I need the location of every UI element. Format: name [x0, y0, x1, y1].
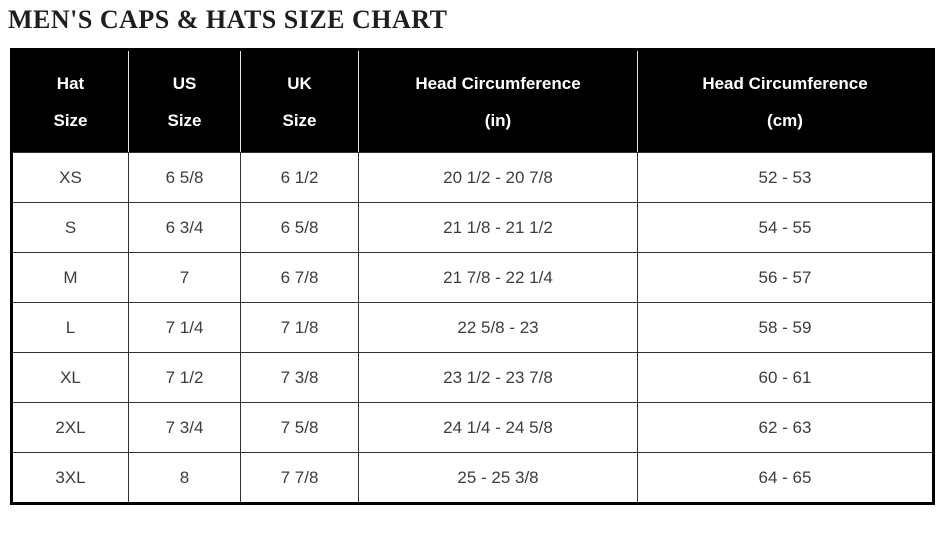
table-cell-us-size: 8 — [128, 452, 241, 504]
table-row: 2XL 7 3/4 7 5/8 24 1/4 - 24 5/8 62 - 63 — [11, 402, 934, 453]
header-cell-circumference-in: Head Circumference (in) — [358, 49, 638, 153]
header-line: (in) — [484, 110, 512, 130]
header-line: US — [172, 73, 197, 93]
header-line: (cm) — [767, 110, 803, 130]
size-chart-table: Hat Size US Size UK Size Head Circumfere… — [10, 48, 935, 505]
header-line: Size — [167, 110, 202, 130]
table-cell-us-size: 7 — [128, 252, 241, 303]
header-cell-hat-size: Hat Size — [11, 49, 129, 153]
table-row: M 7 6 7/8 21 7/8 - 22 1/4 56 - 57 — [11, 252, 934, 303]
table-row: S 6 3/4 6 5/8 21 1/8 - 21 1/2 54 - 55 — [11, 202, 934, 253]
header-line: Head Circumference — [415, 73, 581, 93]
table-cell-circumference-cm: 64 - 65 — [637, 452, 934, 504]
table-cell-hat-size: 2XL — [11, 402, 129, 453]
table-cell-uk-size: 7 1/8 — [240, 302, 359, 353]
table-cell-circumference-cm: 60 - 61 — [637, 352, 934, 403]
header-cell-uk-size: UK Size — [240, 49, 359, 153]
header-line: Size — [53, 110, 88, 130]
table-cell-uk-size: 7 3/8 — [240, 352, 359, 403]
header-line: Head Circumference — [702, 73, 868, 93]
table-cell-us-size: 6 3/4 — [128, 202, 241, 253]
table-row: L 7 1/4 7 1/8 22 5/8 - 23 58 - 59 — [11, 302, 934, 353]
table-cell-circumference-in: 24 1/4 - 24 5/8 — [358, 402, 638, 453]
page-title: MEN'S CAPS & HATS SIZE CHART — [8, 5, 448, 34]
table-row: 3XL 8 7 7/8 25 - 25 3/8 64 - 65 — [11, 452, 934, 504]
table-cell-circumference-in: 22 5/8 - 23 — [358, 302, 638, 353]
table-cell-circumference-in: 21 1/8 - 21 1/2 — [358, 202, 638, 253]
table-cell-circumference-cm: 58 - 59 — [637, 302, 934, 353]
table-cell-hat-size: 3XL — [11, 452, 129, 504]
table-header-row: Hat Size US Size UK Size Head Circumfere… — [11, 49, 934, 153]
table-row: XS 6 5/8 6 1/2 20 1/2 - 20 7/8 52 - 53 — [11, 152, 934, 203]
table-cell-circumference-cm: 54 - 55 — [637, 202, 934, 253]
header-line: UK — [287, 73, 312, 93]
table-cell-hat-size: XS — [11, 152, 129, 203]
table-cell-uk-size: 6 7/8 — [240, 252, 359, 303]
table-cell-uk-size: 7 7/8 — [240, 452, 359, 504]
table-cell-us-size: 7 1/4 — [128, 302, 241, 353]
header-cell-us-size: US Size — [128, 49, 241, 153]
header-line: Hat — [56, 73, 85, 93]
table-cell-us-size: 7 3/4 — [128, 402, 241, 453]
table-cell-us-size: 6 5/8 — [128, 152, 241, 203]
table-cell-us-size: 7 1/2 — [128, 352, 241, 403]
table-cell-uk-size: 6 5/8 — [240, 202, 359, 253]
header-line: Size — [282, 110, 317, 130]
table-cell-hat-size: M — [11, 252, 129, 303]
table-cell-circumference-in: 20 1/2 - 20 7/8 — [358, 152, 638, 203]
table-cell-circumference-cm: 56 - 57 — [637, 252, 934, 303]
header-cell-circumference-cm: Head Circumference (cm) — [637, 49, 934, 153]
table-cell-uk-size: 6 1/2 — [240, 152, 359, 203]
table-row: XL 7 1/2 7 3/8 23 1/2 - 23 7/8 60 - 61 — [11, 352, 934, 403]
table-cell-circumference-in: 23 1/2 - 23 7/8 — [358, 352, 638, 403]
table-cell-hat-size: XL — [11, 352, 129, 403]
table-cell-circumference-in: 25 - 25 3/8 — [358, 452, 638, 504]
table-cell-circumference-in: 21 7/8 - 22 1/4 — [358, 252, 638, 303]
table-cell-hat-size: S — [11, 202, 129, 253]
table-cell-circumference-cm: 52 - 53 — [637, 152, 934, 203]
table-cell-circumference-cm: 62 - 63 — [637, 402, 934, 453]
table-cell-hat-size: L — [11, 302, 129, 353]
table-cell-uk-size: 7 5/8 — [240, 402, 359, 453]
